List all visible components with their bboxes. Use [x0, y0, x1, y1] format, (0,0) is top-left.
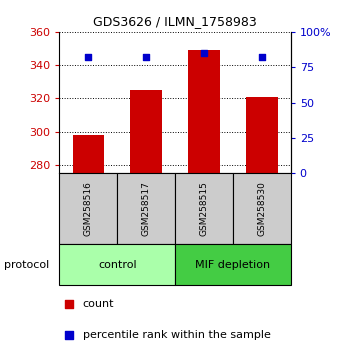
Text: percentile rank within the sample: percentile rank within the sample [83, 330, 271, 340]
Text: MIF depletion: MIF depletion [195, 259, 270, 270]
Title: GDS3626 / ILMN_1758983: GDS3626 / ILMN_1758983 [93, 15, 257, 28]
Text: GSM258516: GSM258516 [84, 181, 93, 236]
Bar [59, 173, 117, 244]
Bar [246, 97, 278, 173]
Point [66, 302, 71, 307]
Bar [72, 135, 104, 173]
Bar [130, 90, 162, 173]
Bar [117, 173, 175, 244]
Text: count: count [83, 299, 114, 309]
Text: protocol: protocol [4, 259, 49, 270]
Text: GSM258515: GSM258515 [200, 181, 208, 236]
Text: control: control [98, 259, 137, 270]
Bar [175, 244, 291, 285]
Text: GSM258517: GSM258517 [142, 181, 151, 236]
Text: GSM258530: GSM258530 [257, 181, 266, 236]
Bar [233, 173, 291, 244]
Bar [188, 50, 220, 173]
Point [201, 50, 207, 56]
Point [66, 332, 71, 337]
Bar [175, 173, 233, 244]
Bar [59, 244, 175, 285]
Point [143, 55, 149, 60]
Point [259, 55, 265, 60]
Point [86, 55, 91, 60]
